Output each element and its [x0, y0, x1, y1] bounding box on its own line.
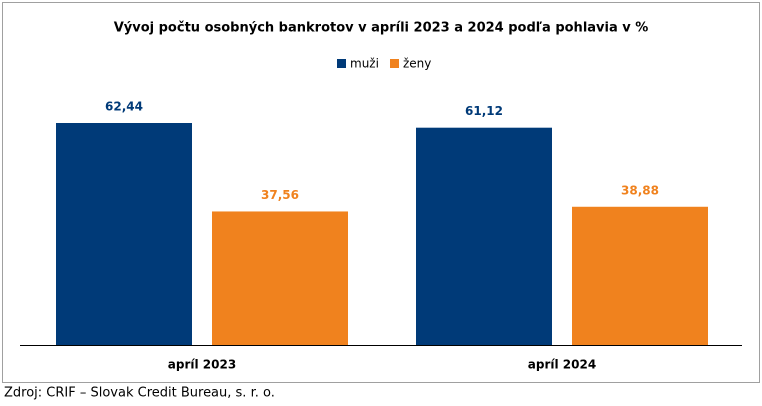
source-note: Zdroj: CRIF – Slovak Credit Bureau, s. r…: [4, 386, 275, 401]
bar: [212, 211, 348, 345]
legend-swatch: [390, 59, 399, 68]
legend-label: muži: [350, 57, 379, 71]
x-tick-label: apríl 2023: [168, 358, 236, 372]
chart-title: Vývoj počtu osobných bankrotov v apríli …: [114, 21, 649, 36]
legend-label: ženy: [403, 57, 431, 71]
bar: [572, 206, 708, 345]
bar: [416, 127, 552, 345]
bar: [56, 123, 192, 345]
value-label: 61,12: [465, 104, 503, 118]
value-label: 37,56: [261, 188, 299, 202]
legend-swatch: [337, 59, 346, 68]
value-label: 62,44: [105, 100, 143, 114]
x-tick-label: apríl 2024: [528, 358, 596, 372]
value-label: 38,88: [621, 183, 659, 197]
